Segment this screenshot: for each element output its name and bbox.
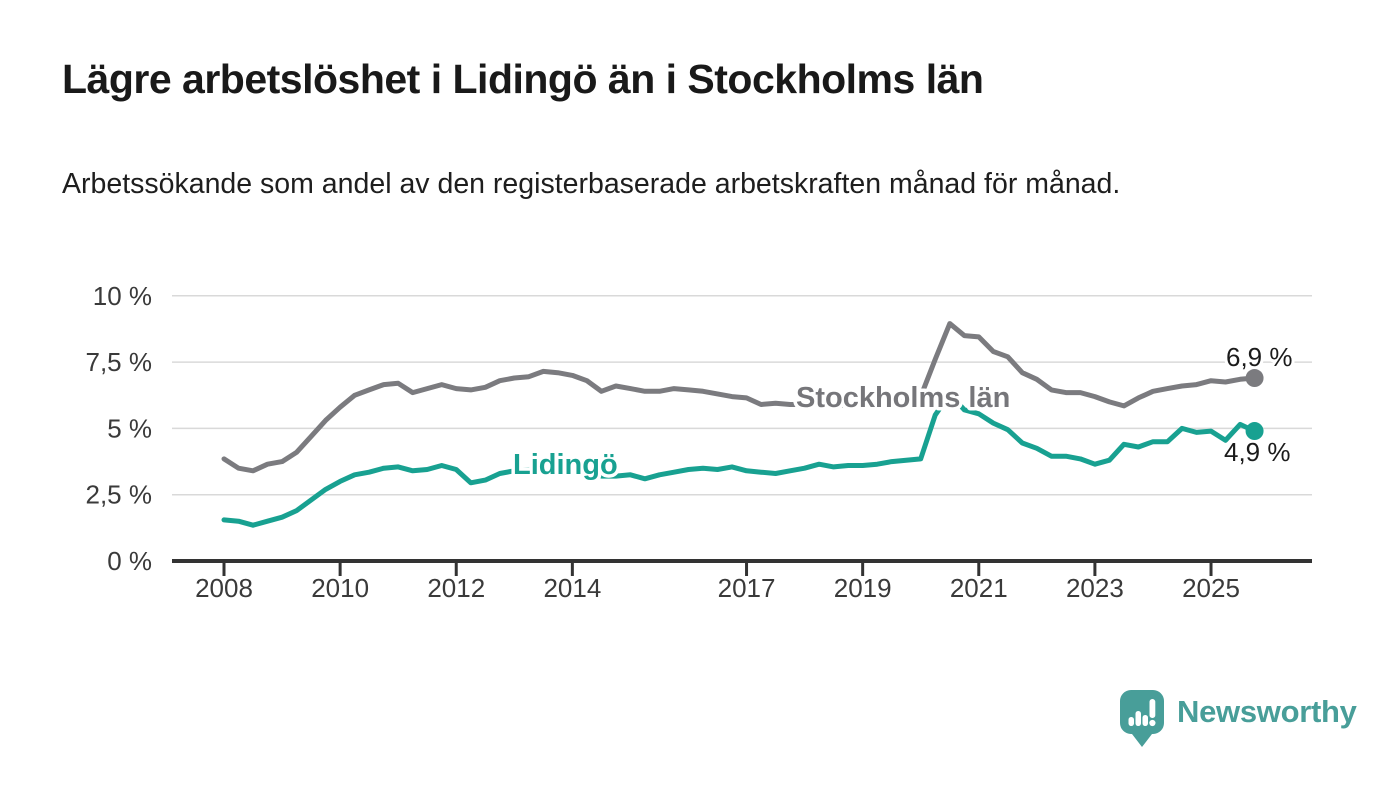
x-axis-tick-label: 2025 [1182, 573, 1240, 603]
x-axis-tick-label: 2017 [718, 573, 776, 603]
mini-bar-chart [1128, 699, 1156, 727]
series-label-lidingo: Lidingö [513, 449, 618, 481]
newsworthy-logo-text: Newsworthy [1177, 694, 1357, 729]
x-axis-tick-label: 2019 [834, 573, 892, 603]
y-axis-tick-label: 2,5 % [86, 480, 153, 510]
x-axis-tick-label: 2010 [311, 573, 369, 603]
y-axis-tick-label: 7,5 % [86, 347, 153, 377]
end-dot-lidingo [1245, 422, 1264, 441]
end-value-label-stockholms-lan: 6,9 % [1226, 342, 1293, 372]
page-subtitle: Arbetssökande som andel av den registerb… [62, 168, 1121, 200]
x-axis-tick-label: 2014 [543, 573, 601, 603]
y-axis-tick-label: 10 % [93, 281, 152, 311]
speech-bubble-shape [1120, 690, 1164, 747]
page-title: Lägre arbetslöshet i Lidingö än i Stockh… [62, 56, 984, 102]
y-axis-tick-label: 5 % [107, 413, 152, 443]
series-line-stockholms-lan [221, 321, 1258, 474]
x-axis-tick-label: 2021 [950, 573, 1008, 603]
newsworthy-logo: Newsworthy [1120, 690, 1357, 747]
x-axis-tick-label: 2023 [1066, 573, 1124, 603]
y-axis-tick-label: 0 % [107, 546, 152, 576]
speech-bubble-bar-chart-icon [1120, 690, 1164, 747]
series-label-stockholms-lan: Stockholms län [796, 382, 1010, 414]
end-value-label-lidingo: 4,9 % [1224, 437, 1291, 467]
end-dot-stockholms-lan [1245, 369, 1264, 388]
x-axis-tick-label: 2008 [195, 573, 253, 603]
series-line-lidingo [221, 391, 1258, 528]
x-axis-tick-label: 2012 [427, 573, 485, 603]
